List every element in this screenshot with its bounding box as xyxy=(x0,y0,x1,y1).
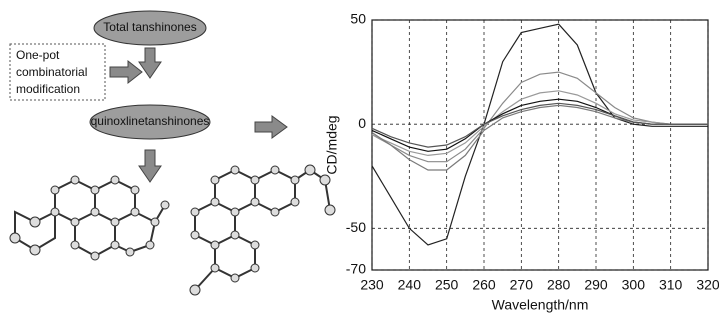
molecule xyxy=(10,176,169,260)
node-label: One-pot xyxy=(16,48,60,62)
y-tick-label: 50 xyxy=(350,11,366,27)
plot-frame xyxy=(372,20,708,270)
cd-curve xyxy=(372,24,708,245)
x-tick-label: 260 xyxy=(472,277,496,293)
cd-curve xyxy=(372,72,708,162)
x-tick-label: 320 xyxy=(696,277,719,293)
node-label: Total tanshinones xyxy=(103,20,196,34)
x-tick-label: 280 xyxy=(547,277,571,293)
y-tick-label: 0 xyxy=(358,115,366,131)
node-label: quinoxlinetanshinones xyxy=(91,114,210,128)
x-tick-label: 300 xyxy=(622,277,646,293)
y-tick-label: -50 xyxy=(346,219,366,235)
x-tick-label: 250 xyxy=(435,277,459,293)
y-axis-label: CD/mdeg xyxy=(324,115,340,174)
x-tick-label: 290 xyxy=(584,277,608,293)
figure: Total tanshinones One-pot combinatorial … xyxy=(0,0,719,321)
y-tick-label: -70 xyxy=(346,261,366,277)
chart: CD/mdeg Wavelength/nm 230 240 250 260 270 280… xyxy=(324,11,719,313)
x-tick-label: 230 xyxy=(360,277,384,293)
node-label: combinatorial xyxy=(16,65,87,79)
cd-curve xyxy=(372,103,708,147)
molecule xyxy=(190,165,335,295)
x-tick-label: 240 xyxy=(398,277,422,293)
x-tick-label: 270 xyxy=(510,277,534,293)
x-axis-label: Wavelength/nm xyxy=(492,297,589,313)
node-label: modification xyxy=(16,82,80,96)
x-tick-label: 310 xyxy=(659,277,683,293)
